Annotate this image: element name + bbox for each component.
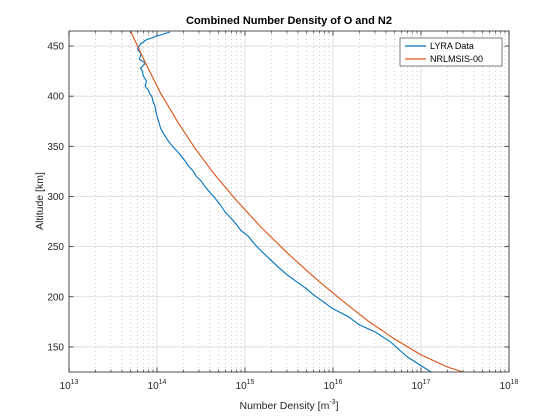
y-tick-label: 300 bbox=[47, 192, 64, 203]
y-tick-label: 200 bbox=[47, 292, 64, 303]
y-tick-label: 150 bbox=[47, 342, 64, 353]
legend: LYRA Data NRLMSIS-00 bbox=[399, 37, 503, 67]
minor-grid bbox=[95, 31, 506, 372]
x-tick-label: 1018 bbox=[500, 379, 519, 392]
plot-area bbox=[69, 31, 509, 372]
legend-entry-nrlmsis-00: NRLMSIS-00 bbox=[430, 54, 483, 64]
legend-entry-lyra-data: LYRA Data bbox=[430, 41, 474, 51]
y-tick-label: 250 bbox=[47, 242, 64, 253]
y-tick-label: 400 bbox=[47, 92, 64, 103]
y-tick-label: 450 bbox=[47, 42, 64, 53]
x-tick-label: 1016 bbox=[324, 379, 343, 392]
series-layer bbox=[130, 31, 464, 372]
x-tick-label: 1015 bbox=[236, 379, 255, 392]
y-tick-label: 350 bbox=[47, 142, 64, 153]
y-tick-labels: 150 200 250 300 350 400 450 bbox=[47, 42, 64, 354]
x-tick-label: 1017 bbox=[412, 379, 431, 392]
series-line-nrlmsis-00 bbox=[130, 31, 464, 372]
axis-ticks bbox=[68, 31, 510, 372]
x-axis-label: Number Density [m-3] bbox=[239, 399, 338, 412]
legend-box bbox=[399, 37, 503, 67]
plot-frame bbox=[68, 30, 510, 373]
x-tick-label: 1013 bbox=[60, 379, 79, 392]
chart-title: Combined Number Density of O and N2 bbox=[186, 15, 392, 27]
x-tick-labels: 1013 1014 1015 1016 1017 1018 bbox=[60, 379, 519, 392]
y-axis-label: Altitude [km] bbox=[34, 172, 46, 230]
x-tick-label: 1014 bbox=[148, 379, 167, 392]
series-line-lyra-data bbox=[136, 31, 432, 372]
